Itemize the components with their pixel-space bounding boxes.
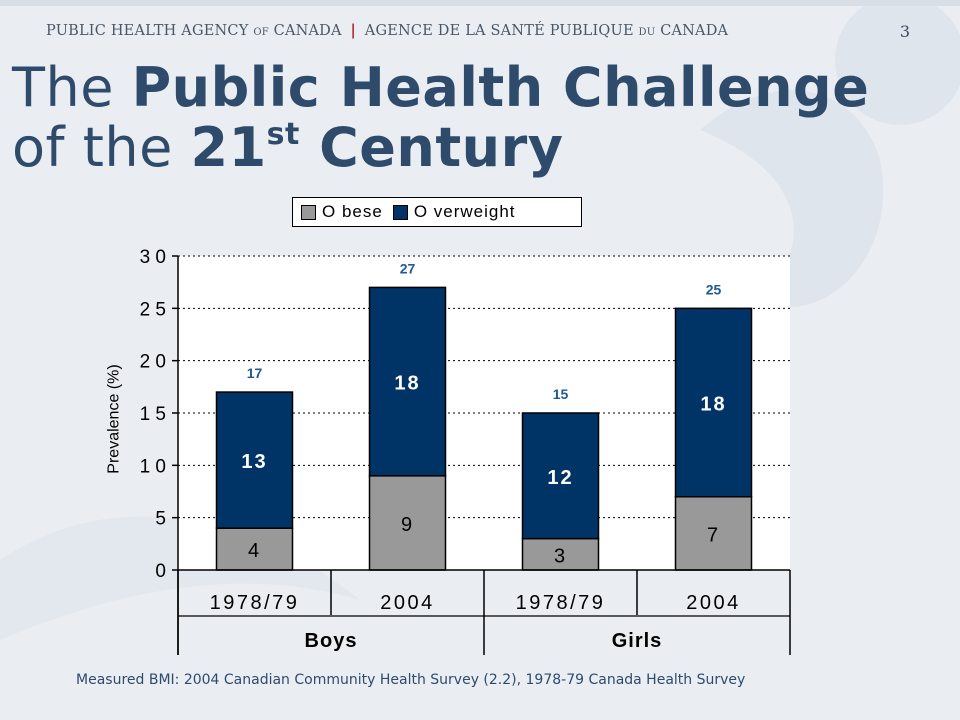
bar-segment bbox=[674, 307, 753, 498]
y-tick-label: 1 0 bbox=[140, 456, 166, 477]
bar-total-label: 25 bbox=[706, 281, 722, 297]
x-category-label: 2004 bbox=[686, 592, 741, 614]
y-tick-label: 2 0 bbox=[140, 352, 166, 373]
chart-legend: O bese O verweight bbox=[292, 197, 582, 227]
bar-total-label: 17 bbox=[247, 365, 263, 381]
bar-value-label: 9 bbox=[401, 514, 414, 536]
bar-segment bbox=[368, 286, 447, 477]
x-group-label: Boys bbox=[305, 630, 358, 652]
y-tick-label: 0 bbox=[155, 561, 166, 582]
y-tick-label: 5 bbox=[155, 509, 166, 530]
title-part2: of the bbox=[12, 116, 191, 179]
agency-name-fr: AGENCE DE LA SANTÉ PUBLIQUE du CANADA bbox=[364, 23, 729, 39]
agency-name-en: PUBLIC HEALTH AGENCY of CANADA bbox=[46, 23, 342, 39]
bar-segment bbox=[521, 537, 600, 571]
title-bold1: Public Health Challenge bbox=[131, 56, 870, 119]
x-category-label: 2004 bbox=[380, 592, 435, 614]
y-tick-label: 2 5 bbox=[140, 299, 166, 320]
source-note: Measured BMI: 2004 Canadian Community He… bbox=[76, 672, 746, 688]
agency-header: PUBLIC HEALTH AGENCY of CANADA | AGENCE … bbox=[46, 22, 728, 44]
legend-item-overweight: O verweight bbox=[392, 202, 516, 222]
bar-value-label: 3 bbox=[554, 545, 567, 567]
x-category-label: 1978/79 bbox=[516, 592, 606, 614]
title-bold3: Century bbox=[299, 116, 564, 179]
bar-total-label: 27 bbox=[400, 260, 416, 276]
slide-title: The Public Health Challenge of the 21st … bbox=[12, 58, 942, 178]
bar-value-label: 18 bbox=[700, 394, 726, 416]
bar-value-label: 13 bbox=[241, 451, 267, 473]
bar-value-label: 4 bbox=[248, 540, 261, 562]
title-part1: The bbox=[12, 56, 132, 119]
bar-segment bbox=[521, 412, 600, 540]
y-tick-label: 1 5 bbox=[140, 404, 166, 425]
legend-label-obese: O bese bbox=[322, 202, 383, 221]
title-superscript: st bbox=[266, 117, 300, 152]
page-number: 3 bbox=[899, 22, 910, 41]
y-tick-label: 3 0 bbox=[140, 247, 166, 268]
legend-item-obese: O bese bbox=[301, 202, 383, 222]
x-category-label: 1978/79 bbox=[210, 592, 300, 614]
legend-swatch-overweight bbox=[392, 204, 408, 220]
bar-value-label: 18 bbox=[394, 373, 420, 395]
bar-value-label: 7 bbox=[707, 524, 720, 546]
bar-total-label: 15 bbox=[553, 386, 569, 402]
x-group-label: Girls bbox=[612, 630, 663, 652]
title-bold2: 21 bbox=[190, 116, 267, 179]
bar-segment bbox=[368, 475, 447, 571]
legend-label-overweight: O verweight bbox=[413, 202, 516, 221]
bar-segment bbox=[215, 391, 294, 529]
bar-value-label: 12 bbox=[547, 467, 573, 489]
legend-swatch-obese bbox=[301, 204, 316, 220]
agency-separator: | bbox=[350, 22, 356, 39]
